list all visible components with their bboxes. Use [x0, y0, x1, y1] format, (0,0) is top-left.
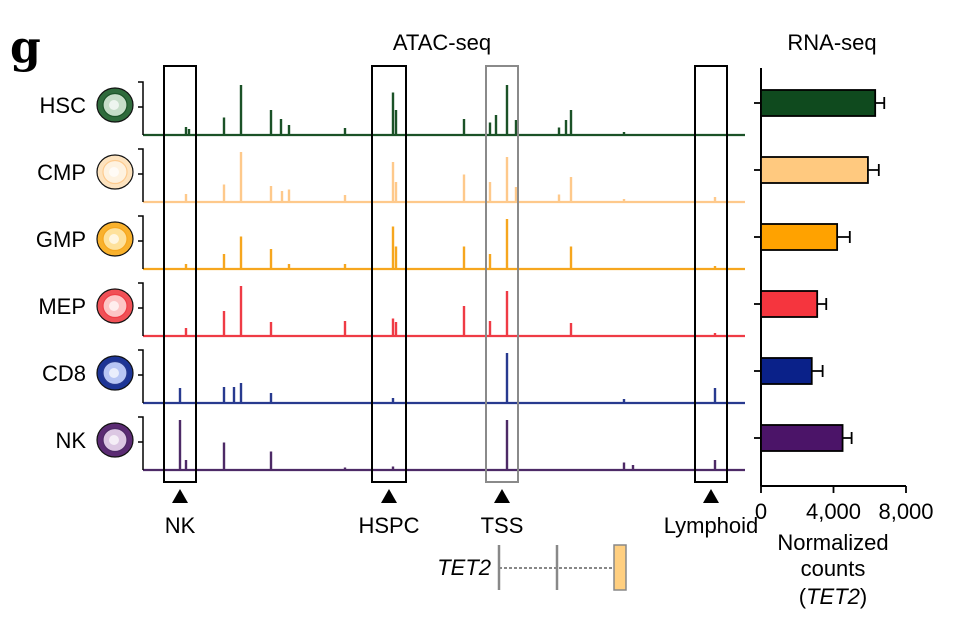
error-bar-cmp	[867, 164, 880, 176]
error-bar-hsc	[875, 97, 886, 109]
region-nk: NK	[163, 65, 197, 538]
cell-highlight	[109, 167, 119, 177]
cell-highlight	[109, 100, 119, 110]
cell-type-label: CMP	[37, 160, 86, 185]
gene-label: TET2	[437, 555, 491, 580]
gene-utr	[613, 544, 627, 591]
bar-hsc	[760, 89, 877, 117]
region-box	[163, 65, 197, 483]
track-peaks	[178, 353, 717, 403]
xlabel-gene: TET2	[806, 584, 860, 609]
cell-highlight	[109, 435, 119, 445]
cell-icon-mep	[96, 288, 134, 324]
region-box	[694, 65, 728, 483]
bar-mep	[760, 290, 819, 318]
cell-icon-cmp	[96, 154, 134, 190]
region-hspc: HSPC	[358, 65, 420, 538]
cell-highlight	[109, 368, 119, 378]
bar-cmp	[760, 156, 869, 184]
region-marker	[703, 489, 719, 503]
cell-icon-gmp	[96, 221, 134, 257]
track-peaks	[184, 85, 626, 135]
track-peaks	[184, 286, 717, 336]
x-tick-label: 4,000	[806, 499, 861, 524]
atac-tracks: HSC CMP GMP MEP CD8 NK	[36, 81, 745, 472]
region-boxes: NK HSPC TSS Lymphoid	[163, 65, 759, 538]
track-cd8: CD8	[42, 349, 745, 405]
track-y-axis	[138, 81, 144, 135]
region-label: NK	[165, 513, 196, 538]
track-y-axis	[138, 416, 144, 470]
region-tss: TSS	[481, 65, 524, 538]
bar-gmp	[760, 223, 839, 251]
xlabel-line-3: (TET2)	[799, 584, 867, 609]
track-y-axis	[138, 215, 144, 269]
cell-type-label: MEP	[38, 294, 86, 319]
region-lymphoid: Lymphoid	[664, 65, 759, 538]
rna-title: RNA-seq	[787, 30, 876, 55]
error-bar-mep	[817, 298, 828, 310]
xlabel-line-2: counts	[801, 556, 866, 581]
rna-bar-chart: 0 4,000 8,000	[754, 68, 934, 524]
cell-highlight	[109, 301, 119, 311]
track-y-axis	[138, 282, 144, 336]
atac-title: ATAC-seq	[393, 30, 491, 55]
cell-type-label: CD8	[42, 361, 86, 386]
cell-highlight	[109, 234, 119, 244]
xlabel-line-1: Normalized	[777, 530, 888, 555]
region-label: HSPC	[358, 513, 419, 538]
track-gmp: GMP	[36, 215, 745, 271]
track-hsc: HSC	[40, 81, 745, 137]
cell-type-label: HSC	[40, 93, 87, 118]
bar-nk	[760, 424, 844, 452]
region-box	[371, 65, 407, 483]
x-tick-label: 8,000	[878, 499, 933, 524]
region-label: TSS	[481, 513, 524, 538]
error-bar-cd8	[811, 365, 824, 377]
region-box	[485, 65, 519, 483]
track-y-axis	[138, 148, 144, 202]
x-tick-label: 0	[755, 499, 767, 524]
track-peaks	[178, 420, 717, 470]
region-marker	[494, 489, 510, 503]
cell-icon-hsc	[96, 87, 134, 123]
x-axis-title: Normalized counts (TET2)	[777, 530, 888, 609]
cell-icon-nk	[96, 422, 134, 458]
track-nk: NK	[55, 416, 745, 472]
cell-icon-cd8	[96, 355, 134, 391]
bar-cd8	[760, 357, 813, 385]
track-cmp: CMP	[37, 148, 745, 204]
error-bar-nk	[842, 432, 853, 444]
track-mep: MEP	[38, 282, 745, 338]
track-y-axis	[138, 349, 144, 403]
region-marker	[172, 489, 188, 503]
error-bar-gmp	[837, 231, 851, 243]
region-marker	[381, 489, 397, 503]
panel-letter: g	[10, 22, 41, 73]
track-peaks	[184, 219, 717, 269]
cell-type-label: GMP	[36, 227, 86, 252]
cell-type-label: NK	[55, 428, 86, 453]
region-label: Lymphoid	[664, 513, 759, 538]
track-peaks	[184, 152, 717, 202]
gene-model: TET2	[437, 544, 627, 591]
